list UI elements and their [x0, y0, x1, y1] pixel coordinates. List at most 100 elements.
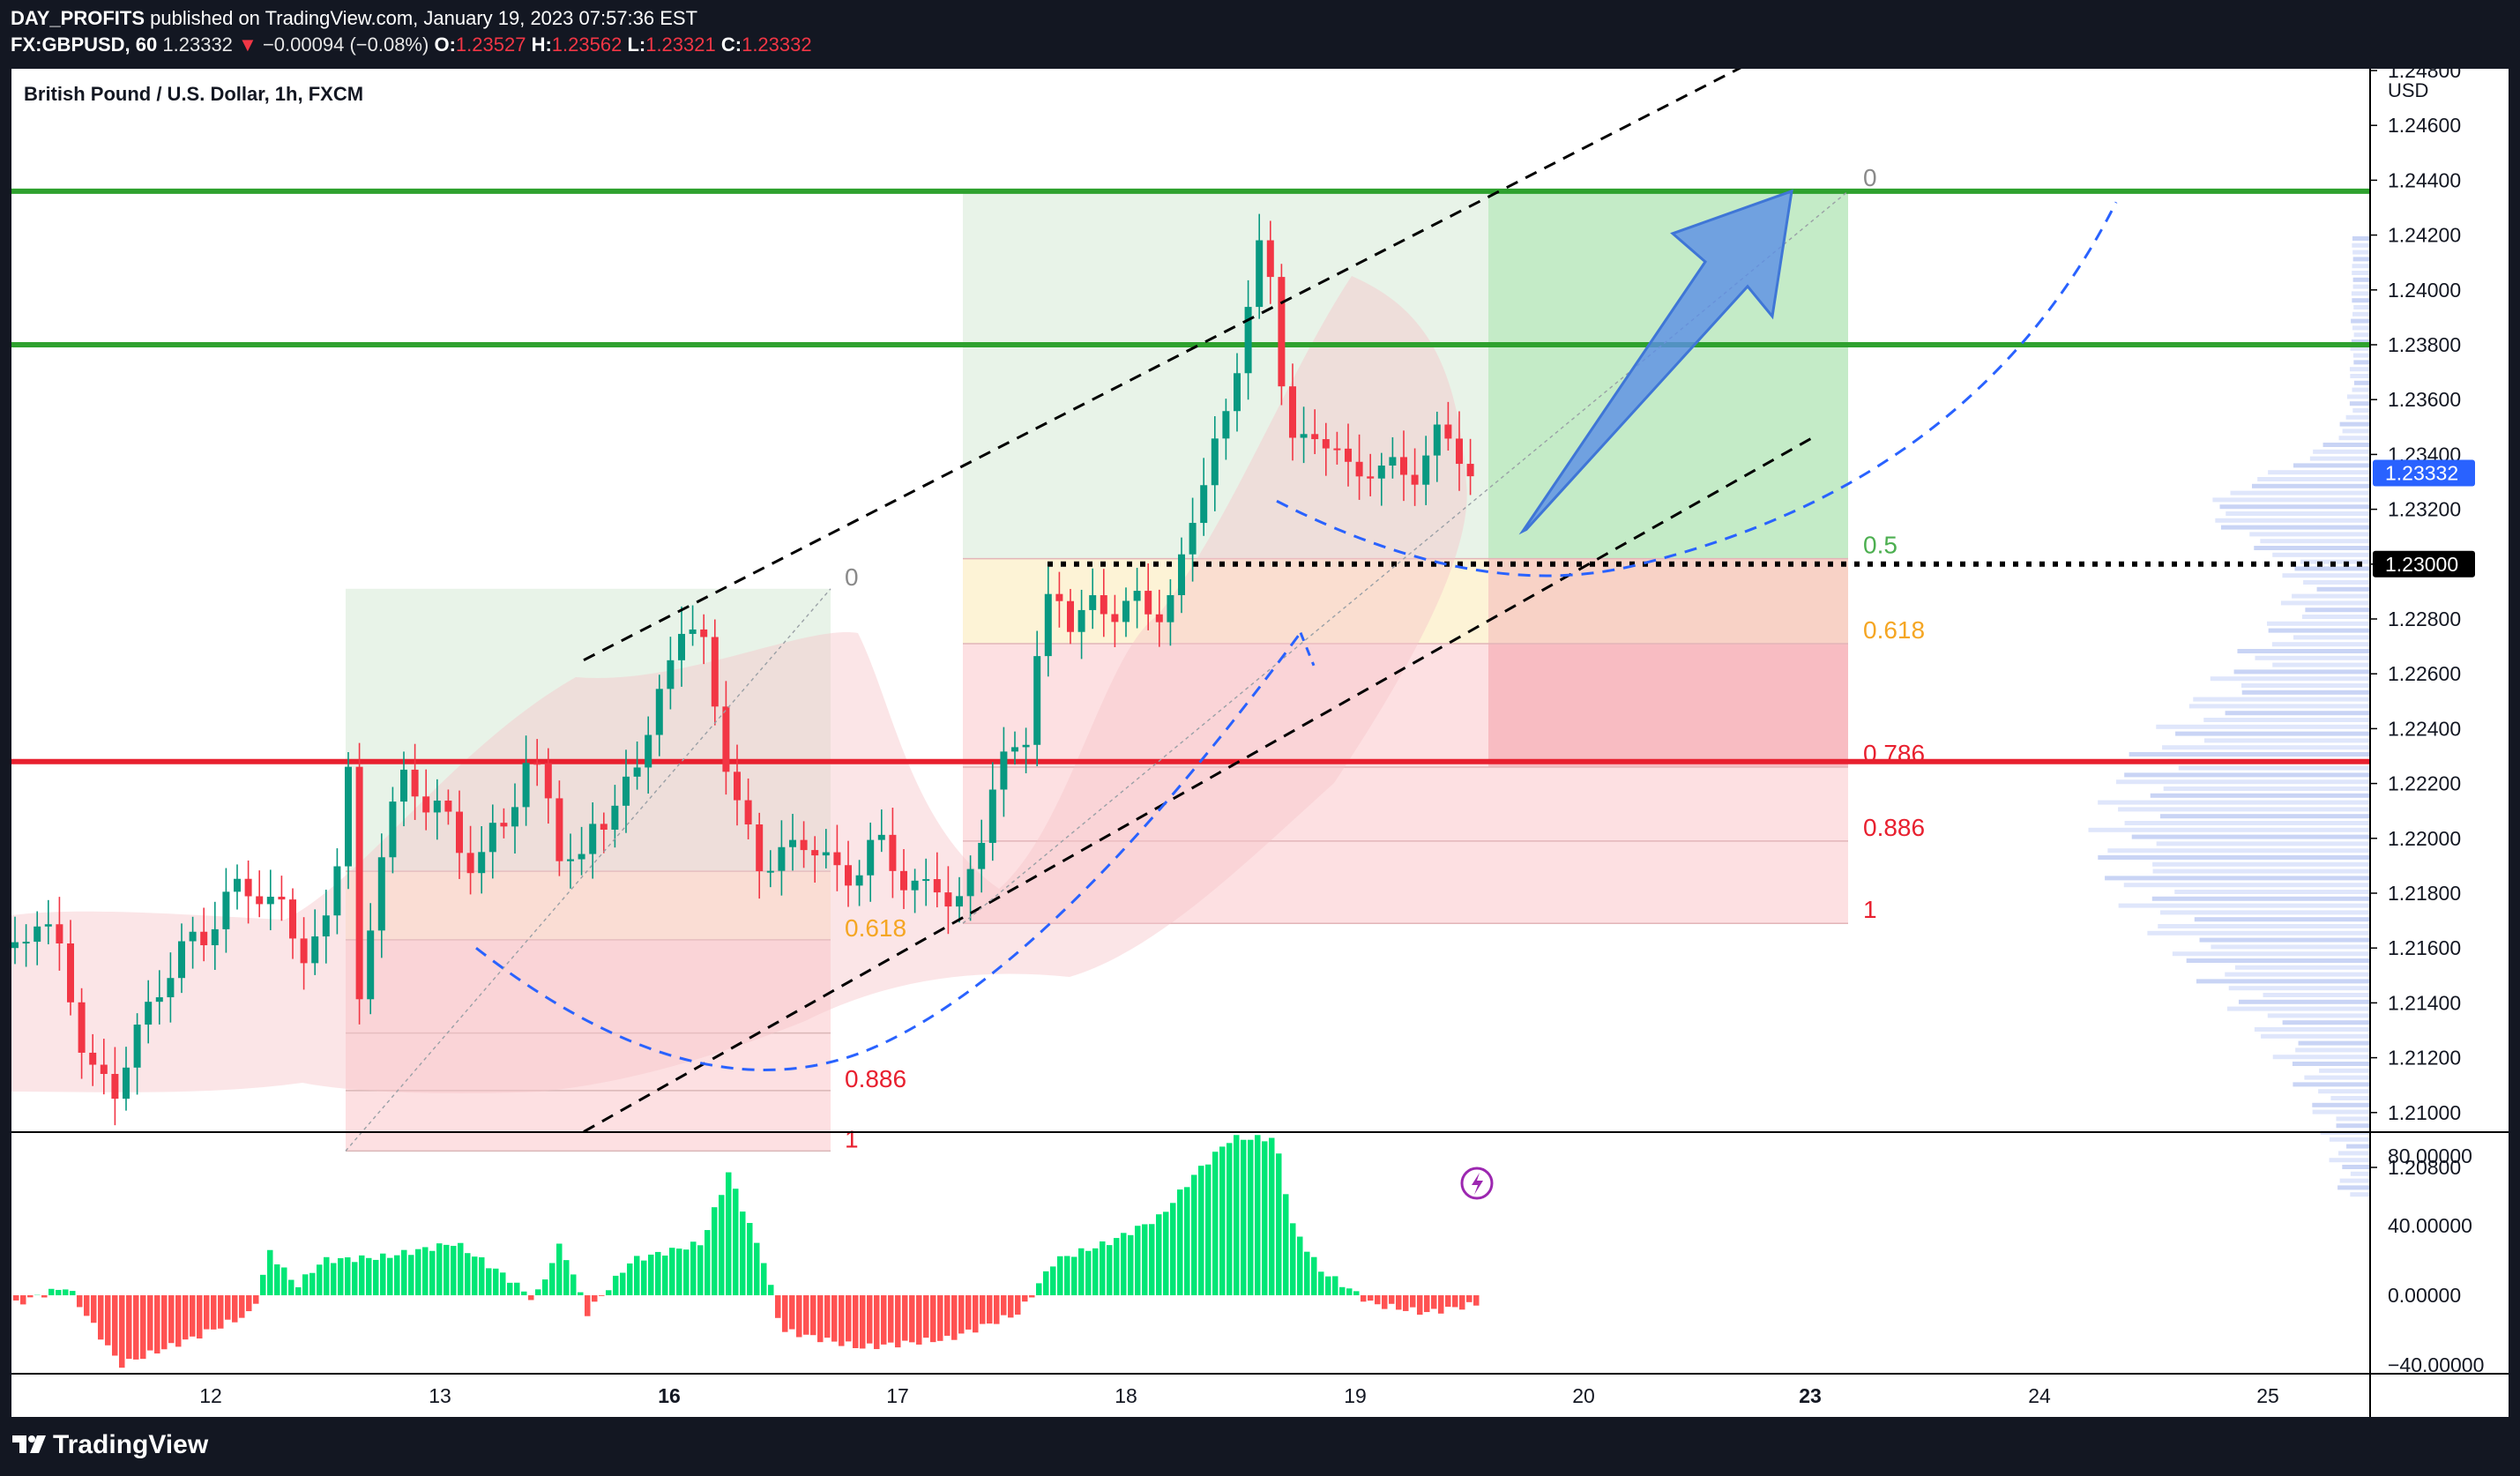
candle-body	[78, 1002, 86, 1053]
author-name[interactable]: DAY_PROFITS	[11, 7, 145, 29]
oscillator-bar	[394, 1255, 400, 1296]
oscillator-bar	[944, 1295, 951, 1336]
oscillator-bar	[359, 1255, 365, 1296]
volume-bar	[2261, 1033, 2370, 1039]
oscillator-bar	[1255, 1135, 1261, 1296]
candle-body	[1466, 464, 1474, 477]
candle-body	[400, 769, 407, 802]
oscillator-bar	[429, 1250, 436, 1296]
oscillator-bar	[274, 1264, 280, 1296]
oscillator-bar	[860, 1295, 866, 1349]
candle-body	[655, 689, 663, 735]
oscillator-bar	[1318, 1271, 1324, 1296]
forecast-curve-1-tip[interactable]	[1299, 631, 1316, 667]
volume-bar	[2293, 463, 2370, 468]
oscillator-bar	[578, 1292, 584, 1296]
current-price-tag[interactable]: 1.23332	[2373, 459, 2475, 487]
candle-body	[11, 942, 19, 949]
channel-upper-line[interactable]	[583, 63, 1747, 661]
oscillator-bar	[895, 1295, 901, 1348]
volume-bar	[2152, 861, 2370, 867]
volume-bar	[2318, 1089, 2370, 1094]
volume-bar	[2312, 1102, 2370, 1107]
lightning-icon[interactable]	[1460, 1167, 1494, 1200]
volume-bar	[2352, 387, 2370, 392]
volume-bar	[2337, 1185, 2370, 1190]
volume-bar	[2260, 539, 2370, 544]
oscillator-bar	[556, 1243, 563, 1296]
candles	[11, 213, 1474, 1126]
candle-body	[1345, 448, 1352, 462]
candle-body	[1256, 240, 1264, 308]
volume-bar	[2353, 380, 2370, 385]
tradingview-logo[interactable]: TradingView	[12, 1430, 208, 1460]
oscillator-bar	[1311, 1256, 1317, 1296]
change-arrow-icon: ▼	[238, 34, 257, 56]
oscillator-bar	[592, 1295, 598, 1302]
oscillator-bar	[980, 1295, 986, 1324]
horizontal-levels[interactable]	[11, 188, 2370, 764]
oscillator-bar	[1184, 1187, 1190, 1296]
volume-bar	[2305, 608, 2370, 613]
level-price-tag[interactable]: 1.23000	[2373, 550, 2475, 578]
forecast-arrow[interactable]	[1518, 189, 1793, 535]
oscillator-bar	[1452, 1295, 1458, 1308]
oscillator-bar	[1050, 1266, 1056, 1296]
y-tick-label: 1.21400	[2388, 991, 2461, 1014]
candle-body	[1033, 656, 1041, 745]
volume-bar	[2272, 552, 2370, 557]
volume-bar	[2268, 470, 2370, 475]
candle-body	[466, 853, 474, 874]
oscillator-bar	[507, 1282, 513, 1296]
current-price-bg	[2373, 459, 2475, 487]
volume-bar	[2339, 421, 2370, 427]
volume-bar	[2234, 965, 2370, 970]
candle-body	[889, 834, 897, 871]
channel-lower-line[interactable]	[583, 436, 1813, 1133]
volume-bar	[2203, 738, 2370, 743]
candle-body	[189, 931, 197, 942]
oscillator-bar	[676, 1249, 682, 1296]
drawings[interactable]: 0 0.618 0.886 1 0 0.5 0.618 0.786 0.886 1	[345, 63, 2118, 1152]
oscillator-bar	[1008, 1295, 1014, 1318]
osc-tick-label: 80.00000	[2388, 1144, 2472, 1167]
volume-bar	[2352, 311, 2370, 317]
oscillator-bar	[260, 1274, 266, 1296]
forecast-curve-2[interactable]	[1276, 201, 2118, 578]
open-value: 1.23527	[455, 34, 526, 56]
forecast-curve-1[interactable]	[475, 631, 1302, 1071]
volume-bar	[2124, 821, 2370, 825]
volume-bar	[2150, 793, 2370, 798]
volume-bar	[2163, 786, 2370, 791]
osc-tick-label: −40.00000	[2388, 1353, 2484, 1376]
volume-bar	[2219, 504, 2370, 510]
volume-bar	[2088, 827, 2370, 832]
volume-bar	[2271, 642, 2370, 647]
volume-bar	[2292, 1062, 2370, 1066]
oscillator-bar	[1114, 1238, 1120, 1296]
oscillator-bar	[754, 1242, 760, 1296]
x-tick-label: 20	[1572, 1384, 1595, 1407]
volume-bar	[2251, 483, 2370, 488]
oscillator-bar	[486, 1268, 492, 1296]
volume-bar	[2352, 277, 2370, 282]
oscillator-bar	[1226, 1143, 1233, 1296]
volume-bar	[2342, 429, 2370, 434]
candle-body	[44, 924, 52, 927]
oscillator-bar	[1212, 1152, 1219, 1296]
oscillator-bar	[1071, 1256, 1077, 1296]
oscillator-bar	[705, 1230, 711, 1296]
oscillator-bar	[309, 1272, 316, 1296]
volume-bar	[2350, 1192, 2370, 1197]
volume-bar	[2263, 993, 2370, 997]
volume-bar	[2353, 332, 2370, 338]
candle-body	[1111, 614, 1119, 622]
candle-body	[789, 839, 796, 847]
oscillator-bar	[98, 1295, 104, 1340]
chart-area[interactable]: 0 0.618 0.886 1 0 0.5 0.618 0.786 0.886 1 1.24800…	[11, 59, 2509, 1417]
oscillator-bar	[436, 1243, 443, 1296]
fib-right-zone-1b	[1488, 558, 1848, 644]
oscillator-bar	[853, 1295, 859, 1348]
candle-body	[367, 930, 375, 1000]
